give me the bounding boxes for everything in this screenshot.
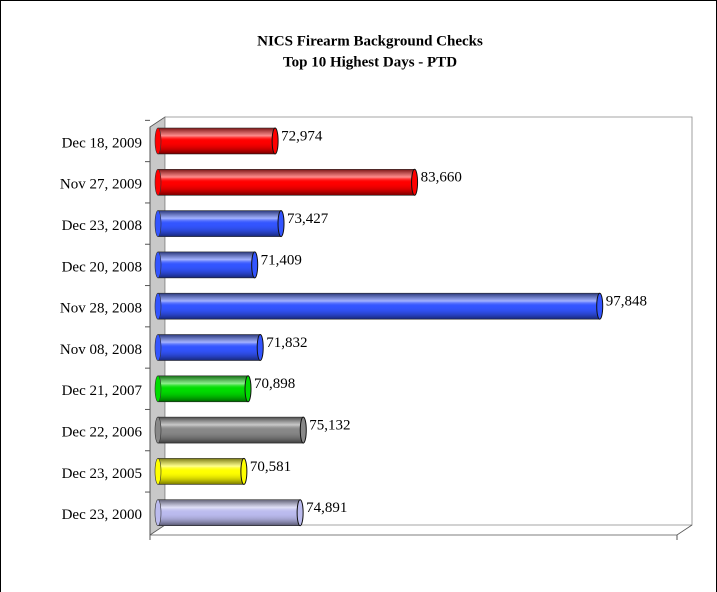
bar-cap bbox=[154, 499, 162, 527]
bar-shade bbox=[158, 375, 249, 402]
y-tick-label: Nov 08, 2008 bbox=[60, 342, 142, 358]
chart-subtitle: Top 10 Highest Days - PTD bbox=[283, 54, 457, 70]
chart-title: NICS Firearm Background Checks bbox=[257, 33, 483, 49]
y-tick-label: Nov 27, 2009 bbox=[60, 177, 142, 193]
bar-end bbox=[596, 292, 604, 320]
bar-shade bbox=[158, 293, 600, 320]
floor-edge bbox=[150, 524, 693, 536]
bar-cap bbox=[154, 210, 162, 237]
bar-cap bbox=[154, 169, 162, 196]
data-label: 73,427 bbox=[287, 211, 329, 227]
bar-cap bbox=[154, 375, 162, 403]
data-label: 70,581 bbox=[250, 459, 291, 475]
bar-end bbox=[271, 127, 279, 155]
bar-shade bbox=[158, 210, 282, 237]
data-label: 70,898 bbox=[254, 376, 295, 392]
bar-shade bbox=[158, 251, 255, 278]
y-tick-label: Dec 18, 2009 bbox=[62, 135, 142, 151]
bar-end bbox=[256, 334, 264, 361]
data-label: 83,660 bbox=[421, 170, 462, 186]
data-label: 75,132 bbox=[309, 418, 350, 434]
bar-shade bbox=[158, 458, 244, 485]
y-tick-label: Nov 28, 2008 bbox=[60, 301, 142, 317]
bar-cap bbox=[154, 292, 162, 320]
y-tick-label: Dec 23, 2000 bbox=[62, 507, 142, 523]
data-label: 74,891 bbox=[306, 500, 347, 516]
bar-end bbox=[296, 499, 304, 527]
y-tick-label: Dec 23, 2008 bbox=[62, 218, 142, 234]
data-label: 71,832 bbox=[266, 335, 307, 351]
bar-end bbox=[244, 375, 252, 403]
bar-shade bbox=[158, 128, 276, 154]
data-label: 97,848 bbox=[606, 294, 647, 310]
bar-cap bbox=[154, 458, 162, 485]
bar-cap bbox=[154, 334, 162, 361]
bar-cap bbox=[154, 416, 162, 444]
bar-end bbox=[251, 251, 259, 279]
bar-end bbox=[411, 168, 419, 196]
y-tick-label: Dec 21, 2007 bbox=[62, 383, 143, 399]
bar-cap bbox=[154, 251, 162, 279]
bar-end bbox=[277, 210, 285, 238]
data-label: 71,409 bbox=[261, 252, 302, 268]
bar-cap bbox=[154, 127, 162, 155]
bar-shade bbox=[158, 417, 304, 444]
bar-shade bbox=[158, 334, 261, 361]
bar-shade bbox=[158, 499, 301, 526]
data-label: 72,974 bbox=[281, 128, 323, 144]
bar-end bbox=[240, 457, 248, 485]
bar-end bbox=[299, 416, 307, 444]
y-tick-label: Dec 20, 2008 bbox=[62, 259, 142, 275]
y-tick-label: Dec 22, 2006 bbox=[62, 425, 143, 441]
y-tick-label: Dec 23, 2005 bbox=[62, 466, 142, 482]
bar-shade bbox=[158, 169, 415, 196]
